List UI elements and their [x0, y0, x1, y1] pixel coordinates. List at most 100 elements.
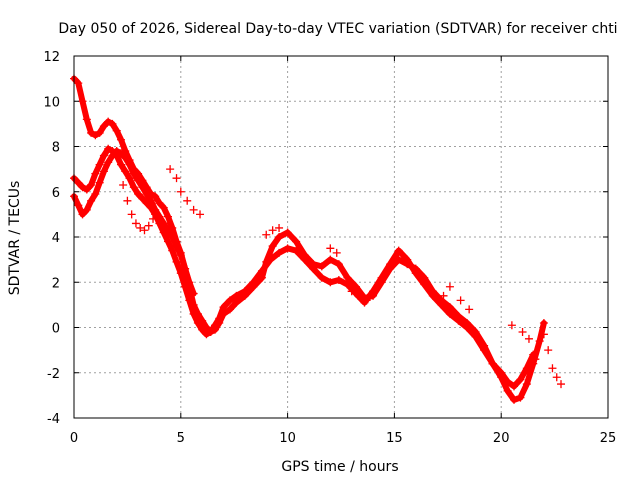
data-point-marker: [420, 280, 429, 289]
data-point-marker: [172, 242, 181, 251]
series-layer: [70, 74, 566, 404]
data-point-marker: [193, 318, 202, 327]
data-point-marker: [326, 244, 335, 253]
data-point-marker: [548, 364, 557, 373]
data-point-marker: [127, 210, 136, 219]
data-point-marker: [445, 282, 454, 291]
data-point-marker: [552, 373, 561, 382]
data-point-marker: [275, 248, 284, 257]
y-tick-label: -4: [47, 412, 60, 427]
data-point-marker: [172, 174, 181, 183]
data-point-marker: [151, 205, 160, 214]
x-ticks: 0 5 10 15 20 25: [70, 56, 616, 446]
y-tick-label: 2: [52, 276, 60, 291]
data-point-marker: [95, 160, 104, 169]
data-point-marker: [403, 255, 412, 264]
data-point-marker: [74, 201, 83, 210]
data-point-marker: [283, 244, 292, 253]
data-point-marker: [240, 287, 249, 296]
data-point-marker: [439, 291, 448, 300]
data-point-marker: [428, 291, 437, 300]
data-point-marker: [480, 346, 489, 355]
data-point-marker: [163, 212, 172, 221]
data-point-marker: [471, 332, 480, 341]
data-point-marker: [112, 126, 121, 135]
data-point-marker: [151, 192, 160, 201]
data-point-marker: [168, 233, 177, 241]
data-point-marker: [510, 382, 519, 391]
data-point-marker: [129, 169, 138, 178]
x-axis-label: GPS time / hours: [281, 459, 398, 475]
x-tick-label: 15: [386, 431, 403, 446]
data-point-marker: [134, 190, 143, 199]
data-point-marker: [155, 212, 164, 221]
data-point-marker: [334, 260, 343, 269]
data-point-marker: [136, 223, 145, 232]
data-point-marker: [155, 199, 164, 208]
data-point-marker: [99, 151, 108, 160]
data-point-marker: [275, 223, 284, 232]
y-tick-label: 10: [43, 95, 60, 110]
data-point-marker: [215, 314, 224, 323]
data-point-marker: [181, 264, 190, 273]
data-point-marker: [516, 375, 525, 384]
data-point-marker: [142, 190, 151, 199]
data-point-marker: [225, 305, 234, 314]
x-tick-label: 25: [600, 431, 617, 446]
data-point-marker: [104, 117, 113, 126]
data-point-marker: [198, 325, 207, 334]
data-point-marker: [219, 303, 228, 312]
data-point-marker: [445, 309, 454, 318]
x-tick-label: 0: [70, 431, 78, 446]
y-tick-label: -2: [47, 367, 60, 382]
data-point-marker: [87, 128, 96, 137]
data-point-marker: [181, 282, 190, 291]
data-point-marker: [518, 328, 527, 337]
x-tick-label: 10: [279, 431, 296, 446]
data-point-marker: [283, 228, 292, 237]
data-point-marker: [539, 318, 548, 327]
data-point-marker: [503, 386, 512, 395]
data-point-marker: [347, 287, 356, 296]
data-point-marker: [189, 289, 198, 298]
y-tick-label: 6: [52, 186, 60, 201]
data-point-marker: [343, 280, 352, 289]
data-point-marker: [332, 248, 341, 257]
data-point-marker: [411, 269, 420, 278]
data-point-marker: [176, 187, 185, 196]
data-point-marker: [131, 219, 140, 228]
data-point-marker: [138, 183, 147, 192]
data-point-marker: [82, 205, 91, 214]
data-point-marker: [268, 226, 277, 235]
data-point-marker: [78, 97, 87, 106]
data-point-marker: [292, 246, 301, 255]
data-point-marker: [78, 210, 87, 219]
data-point-marker: [189, 205, 198, 214]
data-point-marker: [292, 237, 301, 246]
series-trace-c: [70, 147, 198, 298]
y-tick-label: 8: [52, 141, 60, 156]
data-point-marker: [326, 255, 335, 264]
data-point-marker: [465, 305, 474, 314]
series-trace-line: [71, 75, 547, 403]
chart-title: Day 050 of 2026, Sidereal Day-to-day VTE…: [58, 21, 617, 37]
data-point-marker: [138, 194, 147, 203]
x-tick-label: 20: [493, 431, 510, 446]
y-tick-label: 0: [52, 322, 60, 337]
data-point-marker: [362, 296, 371, 305]
data-point-marker: [503, 377, 512, 386]
data-point-marker: [377, 273, 386, 282]
data-point-marker: [119, 180, 128, 189]
data-point-marker: [185, 296, 194, 305]
data-point-marker: [78, 183, 87, 192]
data-point-marker: [108, 119, 117, 128]
data-point-marker: [529, 350, 538, 359]
data-point-marker: [87, 196, 96, 205]
data-point-marker: [87, 180, 96, 189]
data-point-marker: [185, 278, 194, 287]
data-point-marker: [159, 219, 168, 228]
data-point-marker: [354, 291, 363, 300]
data-point-marker: [116, 160, 125, 169]
data-point-marker: [112, 147, 121, 156]
